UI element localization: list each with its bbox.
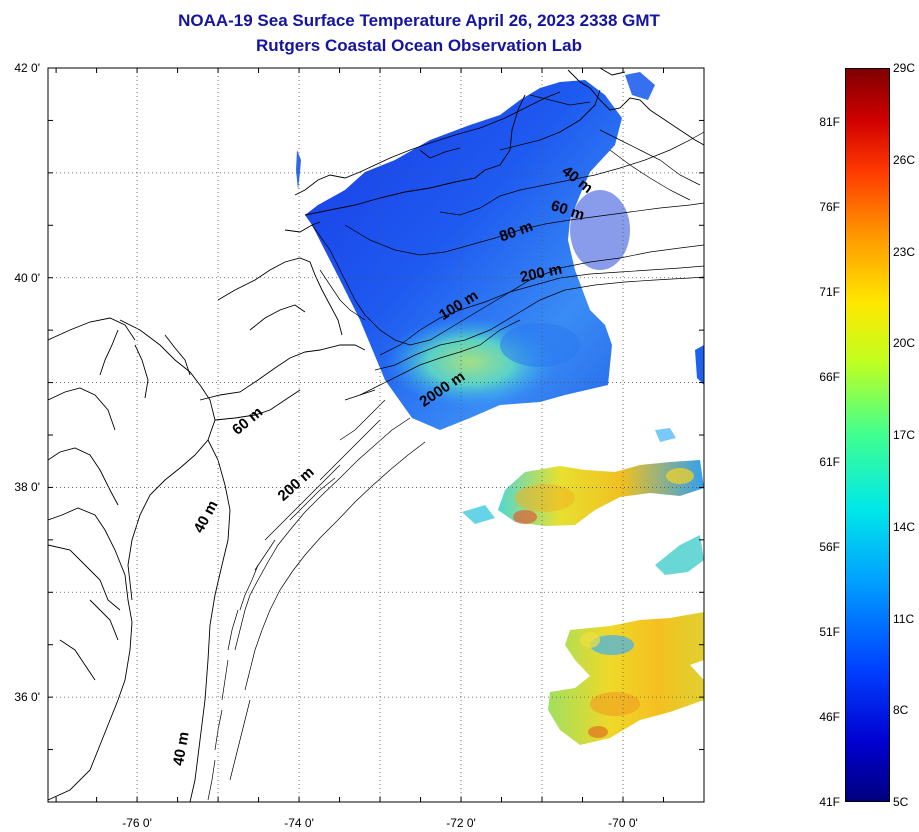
colorbar-fahrenheit-label: 71F (819, 285, 840, 300)
depth-contour-label: 40 m (170, 730, 193, 767)
lon-label: -76 0' (122, 816, 152, 830)
colorbar-celsius-label: 17C (893, 428, 916, 442)
depth-contour-label: 40 m (190, 498, 221, 536)
temperature-colorbar (845, 68, 890, 802)
colorbar-fahrenheit-label: 61F (819, 455, 840, 470)
colorbar-fahrenheit-label: 46F (819, 710, 840, 725)
colorbar-celsius-label: 23C (893, 244, 916, 259)
lat-label: 42 0' (14, 61, 40, 75)
map-subtitle: Rutgers Coastal Ocean Observation Lab (256, 36, 582, 55)
depth-contour-label: 60 m (229, 404, 266, 439)
map-title: NOAA-19 Sea Surface Temperature April 26… (178, 11, 660, 30)
lon-label: -70 0' (608, 816, 638, 830)
colorbar-celsius-label: 8C (893, 703, 909, 718)
colorbar-celsius-label: 14C (893, 519, 916, 534)
colorbar-celsius-label: 26C (893, 152, 916, 167)
colorbar-celsius-label: 11C (893, 611, 915, 626)
axis-ticks (48, 67, 705, 803)
lat-label: 36 0' (14, 690, 40, 705)
sst-patch-south (548, 612, 704, 745)
lon-label: -72 0' (446, 816, 476, 830)
lat-label: 40 0' (14, 270, 40, 285)
bathymetry-contours (207, 94, 704, 801)
colorbar-celsius-label: 5C (893, 795, 909, 809)
lon-label: -74 0' (284, 816, 314, 830)
colorbar-fahrenheit-label: 81F (819, 115, 840, 130)
coastline (48, 68, 704, 802)
colorbar-celsius-label: 20C (893, 336, 916, 351)
colorbar-fahrenheit-label: 56F (819, 540, 840, 555)
colorbar-fahrenheit-label: 41F (819, 795, 840, 809)
colorbar-fahrenheit-label: 66F (819, 370, 840, 385)
colorbar-celsius-label: 29C (893, 61, 916, 75)
lat-label: 38 0' (14, 480, 40, 495)
colorbar-fahrenheit-label: 76F (819, 200, 840, 215)
graticule (48, 68, 704, 802)
colorbar-fahrenheit-label: 51F (819, 625, 840, 640)
